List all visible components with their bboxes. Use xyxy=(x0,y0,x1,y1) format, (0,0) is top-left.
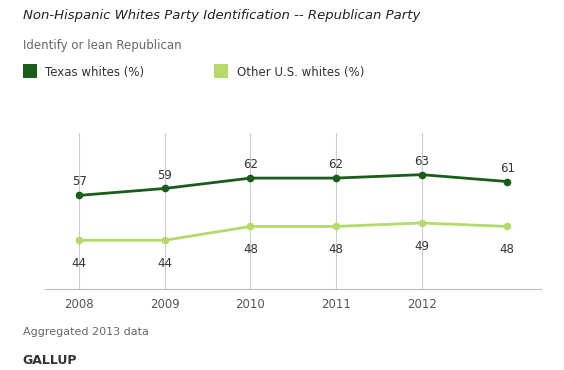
Text: 57: 57 xyxy=(72,175,87,188)
Text: 49: 49 xyxy=(414,240,429,253)
Text: 61: 61 xyxy=(500,162,515,175)
Text: Non-Hispanic Whites Party Identification -- Republican Party: Non-Hispanic Whites Party Identification… xyxy=(23,9,420,22)
Text: Identify or lean Republican: Identify or lean Republican xyxy=(23,39,181,52)
Text: 48: 48 xyxy=(500,243,514,256)
Text: 48: 48 xyxy=(329,243,343,256)
Text: Aggregated 2013 data: Aggregated 2013 data xyxy=(23,327,148,337)
Text: 62: 62 xyxy=(329,158,343,171)
Text: Other U.S. whites (%): Other U.S. whites (%) xyxy=(237,65,364,79)
Text: 48: 48 xyxy=(243,243,258,256)
Text: 63: 63 xyxy=(414,155,429,168)
Text: 62: 62 xyxy=(243,158,258,171)
Text: Texas whites (%): Texas whites (%) xyxy=(45,65,144,79)
Text: 44: 44 xyxy=(157,257,173,270)
Text: 59: 59 xyxy=(157,168,173,182)
Text: GALLUP: GALLUP xyxy=(23,354,77,367)
Text: 44: 44 xyxy=(72,257,87,270)
